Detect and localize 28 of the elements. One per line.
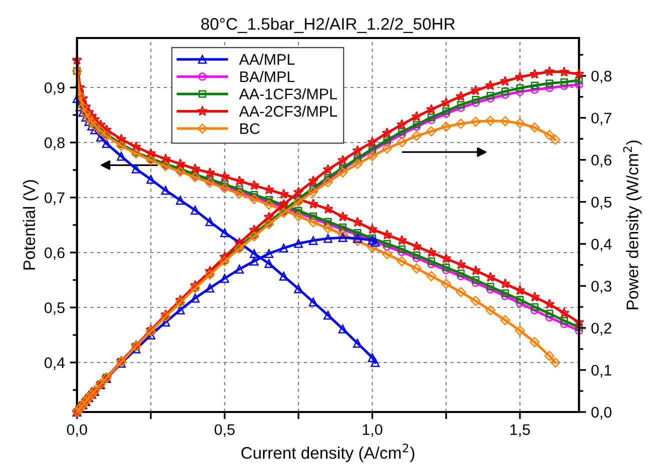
y2-tick-label: 0,0 (591, 406, 612, 420)
y-tick-label: 0,6 (44, 247, 65, 260)
y-tick-label: 0,8 (44, 137, 65, 150)
x-tick-label: 1,0 (362, 424, 382, 437)
y2-axis-title: Power density (W/cm$^{2}$) (623, 140, 642, 310)
y2-tick-label: 0,8 (591, 70, 612, 84)
legend-label: BA/MPL (240, 70, 295, 82)
y2-tick-label: 0,1 (591, 364, 612, 378)
y-tick-label: 0,7 (44, 192, 64, 205)
y-tick-label: 0,4 (44, 357, 65, 370)
x-tick-label: 1,5 (510, 424, 530, 437)
legend-label: BC (240, 123, 260, 134)
x-tick-label: 0,5 (214, 424, 235, 437)
x-axis-title: Current density (A/cm$^{2}$) (241, 444, 414, 462)
legend-label: AA-1CF3/MPL (239, 88, 338, 100)
y2-tick-label: 0,7 (591, 112, 612, 126)
x-tick-label: 0,0 (66, 424, 88, 437)
y2-tick-label: 0,4 (591, 238, 612, 252)
legend-label: AA/MPL (239, 54, 295, 65)
y2-tick-label: 0,2 (591, 322, 612, 336)
chart-title: 80°C_1.5bar_H2/AIR_1.2/2_50HR (201, 18, 455, 33)
y2-tick-label: 0,3 (591, 280, 612, 294)
y2-tick-label: 0,6 (591, 154, 612, 168)
y-tick-label: 0,9 (44, 82, 64, 95)
y2-tick-label: 0,5 (591, 196, 612, 210)
y-tick-label: 0,5 (44, 302, 65, 315)
legend-label: AA-2CF3/MPL (239, 106, 338, 117)
y-axis-title: Potential (V) (22, 180, 38, 270)
